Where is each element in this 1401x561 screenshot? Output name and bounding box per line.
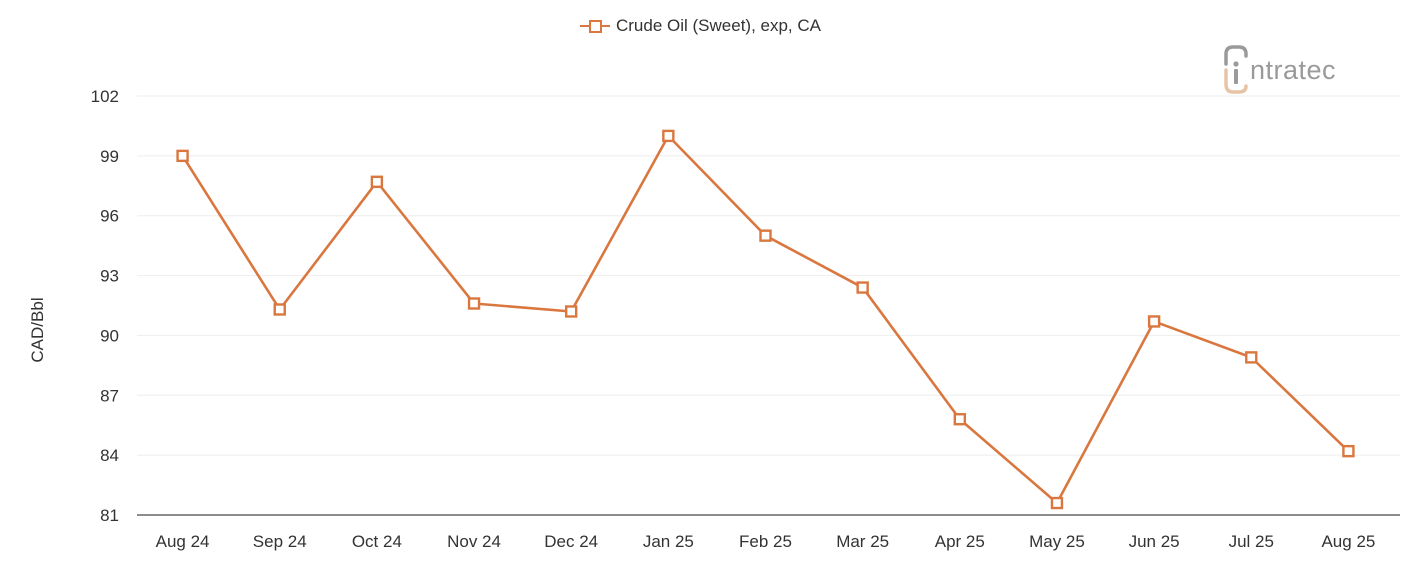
data-point-marker[interactable] — [662, 129, 675, 143]
x-tick-label: Mar 25 — [836, 532, 889, 551]
intratec-logo-mark-icon — [1224, 45, 1248, 94]
legend-label: Crude Oil (Sweet), exp, CA — [615, 16, 821, 35]
series-markers — [176, 129, 1355, 510]
y-tick-label: 102 — [91, 87, 119, 106]
x-tick-label: Jun 25 — [1129, 532, 1180, 551]
y-tick-label: 99 — [100, 147, 119, 166]
data-point-marker[interactable] — [856, 281, 869, 294]
x-tick-label: Apr 25 — [935, 532, 985, 551]
x-tick-label: Dec 24 — [544, 532, 598, 551]
x-tick-label: Aug 25 — [1321, 532, 1375, 551]
y-tick-label: 81 — [100, 506, 119, 525]
data-point-marker[interactable] — [564, 305, 578, 318]
series-line — [181, 134, 1350, 505]
y-tick-label: 84 — [100, 446, 119, 465]
logo-text: ntratec — [1250, 54, 1337, 85]
x-tick-label: Aug 24 — [156, 532, 210, 551]
data-point-marker[interactable] — [176, 149, 189, 163]
data-point-marker[interactable] — [1342, 444, 1355, 458]
x-tick-label: May 25 — [1029, 532, 1085, 551]
data-point-marker[interactable] — [1245, 351, 1258, 364]
y-axis-ticks: 81 84 87 90 93 96 99 102 — [91, 87, 119, 525]
data-point-marker[interactable] — [467, 297, 481, 310]
y-tick-label: 87 — [100, 386, 119, 405]
x-tick-label: Jan 25 — [643, 532, 694, 551]
gridlines — [137, 95, 1400, 456]
data-point-marker[interactable] — [273, 303, 286, 316]
legend-line-square-marker-icon — [579, 19, 610, 33]
intratec-logo: ntratec — [1222, 44, 1336, 96]
x-tick-label: Jul 25 — [1229, 532, 1274, 551]
x-tick-label: Sep 24 — [253, 532, 307, 551]
y-tick-label: 93 — [100, 267, 119, 286]
y-tick-label: 90 — [100, 326, 119, 345]
x-axis-ticks: Aug 24 Sep 24 Oct 24 Nov 24 Dec 24 Jan 25 Feb … — [156, 532, 1376, 551]
x-tick-label: Nov 24 — [447, 532, 501, 551]
data-point-marker[interactable] — [953, 413, 967, 426]
x-tick-label: Oct 24 — [352, 532, 402, 551]
chart-legend[interactable]: Crude Oil (Sweet), exp, CA — [0, 16, 1401, 36]
y-tick-label: 96 — [100, 207, 119, 226]
data-point-marker[interactable] — [759, 229, 772, 242]
data-point-marker[interactable] — [1147, 315, 1161, 328]
data-point-marker[interactable] — [1050, 496, 1064, 510]
data-point-marker[interactable] — [370, 175, 384, 188]
x-tick-label: Feb 25 — [739, 532, 792, 551]
